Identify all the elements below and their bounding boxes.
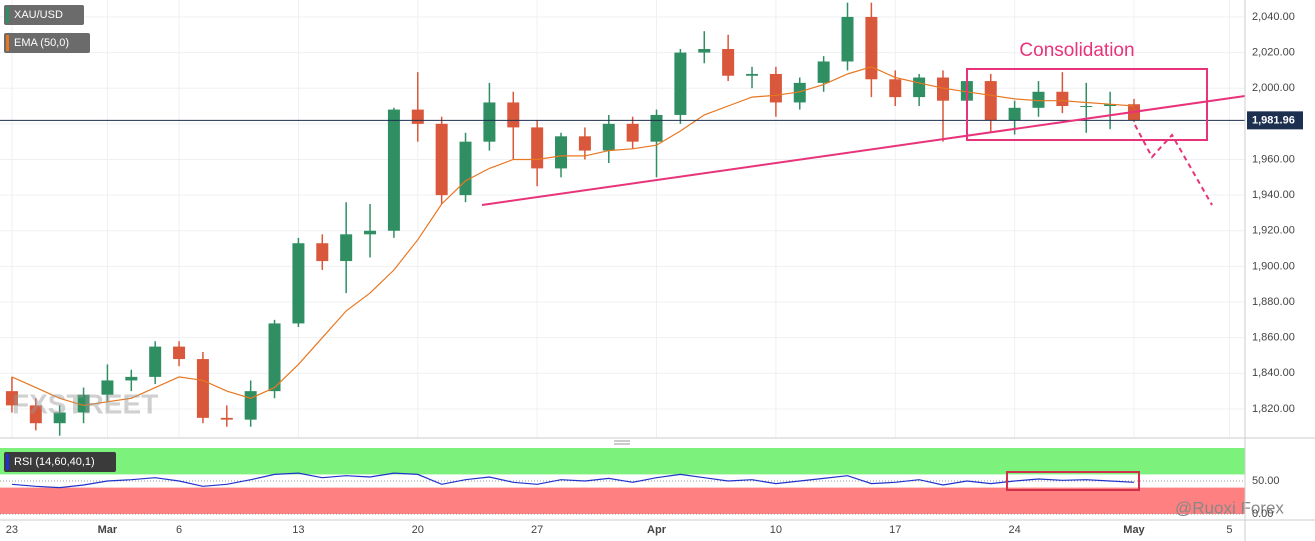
candle-body — [1080, 106, 1093, 108]
consolidation-box — [966, 68, 1208, 141]
candle-body — [507, 102, 520, 128]
candle-body — [674, 52, 687, 115]
legend-swatch — [6, 35, 9, 51]
y-tick-label: 1,820.00 — [1252, 403, 1295, 415]
legend-swatch — [6, 454, 9, 470]
candle-body — [1056, 91, 1069, 107]
x-tick-label: 24 — [1008, 524, 1020, 536]
candle-body — [841, 16, 854, 62]
x-tick-label: 6 — [176, 524, 182, 536]
candle-body — [578, 136, 591, 151]
candle-body — [316, 243, 329, 262]
legend-entry: RSI (14,60,40,1) — [14, 456, 95, 468]
candle-body — [722, 49, 735, 76]
candle-body — [5, 391, 18, 406]
labels: 23 Mar 6 13 20 27 Apr 10 17 24 May 5 1,820.00 1,840.0… — [4, 5, 1303, 536]
candle-body — [937, 77, 950, 101]
candle-body — [244, 391, 257, 420]
legend-entry: EMA (50,0) — [14, 37, 69, 49]
y-tick-label: 1,940.00 — [1252, 189, 1295, 201]
candle-body — [340, 234, 353, 262]
y-tick-label: 1,860.00 — [1252, 332, 1295, 344]
candle-body — [101, 380, 114, 395]
candle-body — [626, 123, 639, 142]
y-tick-label: 1,900.00 — [1252, 260, 1295, 272]
x-tick-label: 17 — [889, 524, 901, 536]
x-tick-label: Apr — [647, 524, 667, 536]
x-tick-label: May — [1123, 524, 1145, 536]
x-tick-label: 20 — [412, 524, 424, 536]
plot-area — [0, 2, 1245, 489]
candle-body — [793, 82, 806, 103]
candle-body — [555, 136, 568, 169]
candle-body — [1008, 107, 1021, 121]
candle-body — [196, 359, 209, 418]
candle-body — [483, 102, 496, 142]
candle-body — [364, 230, 377, 235]
current-price-box — [1247, 111, 1303, 130]
x-tick-label: 13 — [292, 524, 304, 536]
candle-body — [769, 73, 782, 103]
candle-body — [173, 346, 186, 360]
trend-line — [481, 95, 1246, 206]
candle-body — [268, 323, 281, 392]
annotation: Consolidation — [1019, 40, 1134, 61]
candle-body — [1032, 91, 1045, 108]
rsi-box — [1006, 471, 1140, 491]
legend-entry: XAU/USD — [14, 9, 63, 21]
candle-body — [29, 405, 42, 424]
candle-body — [650, 114, 663, 142]
candle-body — [149, 346, 162, 377]
candle-body — [125, 376, 138, 381]
candle-body — [913, 77, 926, 98]
legend-box — [4, 33, 90, 53]
candle-body — [984, 81, 997, 121]
candle-body — [865, 16, 878, 80]
y-tick-label: 2,040.00 — [1252, 11, 1295, 23]
y-tick-label: 2,020.00 — [1252, 46, 1295, 58]
current-price-label: 1,981.96 — [1252, 114, 1295, 126]
candle-body — [889, 79, 902, 98]
projection — [1134, 124, 1213, 206]
rsi-band — [0, 448, 1245, 475]
background — [0, 0, 1245, 515]
y-tick-label: 0.00 — [1252, 508, 1273, 520]
x-tick-label: 5 — [1226, 524, 1232, 536]
candle-body — [817, 61, 830, 83]
candle-body — [531, 127, 544, 169]
line — [11, 472, 1135, 489]
credit: @Ruoxi Forex — [1175, 498, 1284, 517]
candle-body — [77, 394, 90, 413]
legend-box — [4, 452, 116, 472]
legend-swatch — [6, 7, 9, 23]
line — [11, 66, 1135, 407]
watermark: FXSTREET — [12, 388, 158, 419]
x-tick-label: Mar — [98, 524, 118, 536]
candle-body — [387, 109, 400, 231]
legend-box — [4, 5, 84, 25]
y-tick-label: 1,880.00 — [1252, 296, 1295, 308]
y-tick-label: 1,840.00 — [1252, 367, 1295, 379]
candle-body — [292, 243, 305, 324]
y-tick-label: 50.00 — [1252, 475, 1280, 487]
candle-body — [53, 412, 66, 424]
candle-body — [1104, 104, 1117, 107]
x-tick-label: 27 — [531, 524, 543, 536]
candle-body — [698, 49, 711, 53]
y-tick-label: 1,960.00 — [1252, 153, 1295, 165]
y-tick-label: 1,920.00 — [1252, 225, 1295, 237]
y-tick-label: 2,000.00 — [1252, 82, 1295, 94]
candle-body — [411, 109, 424, 124]
candle-body — [459, 141, 472, 196]
x-tick-label: 23 — [6, 524, 18, 536]
candle-body — [746, 73, 759, 76]
candle-body — [220, 417, 233, 420]
x-tick-label: 10 — [770, 524, 782, 536]
candle-body — [435, 123, 448, 196]
candle-body — [602, 123, 615, 151]
rsi-band — [0, 487, 1245, 514]
